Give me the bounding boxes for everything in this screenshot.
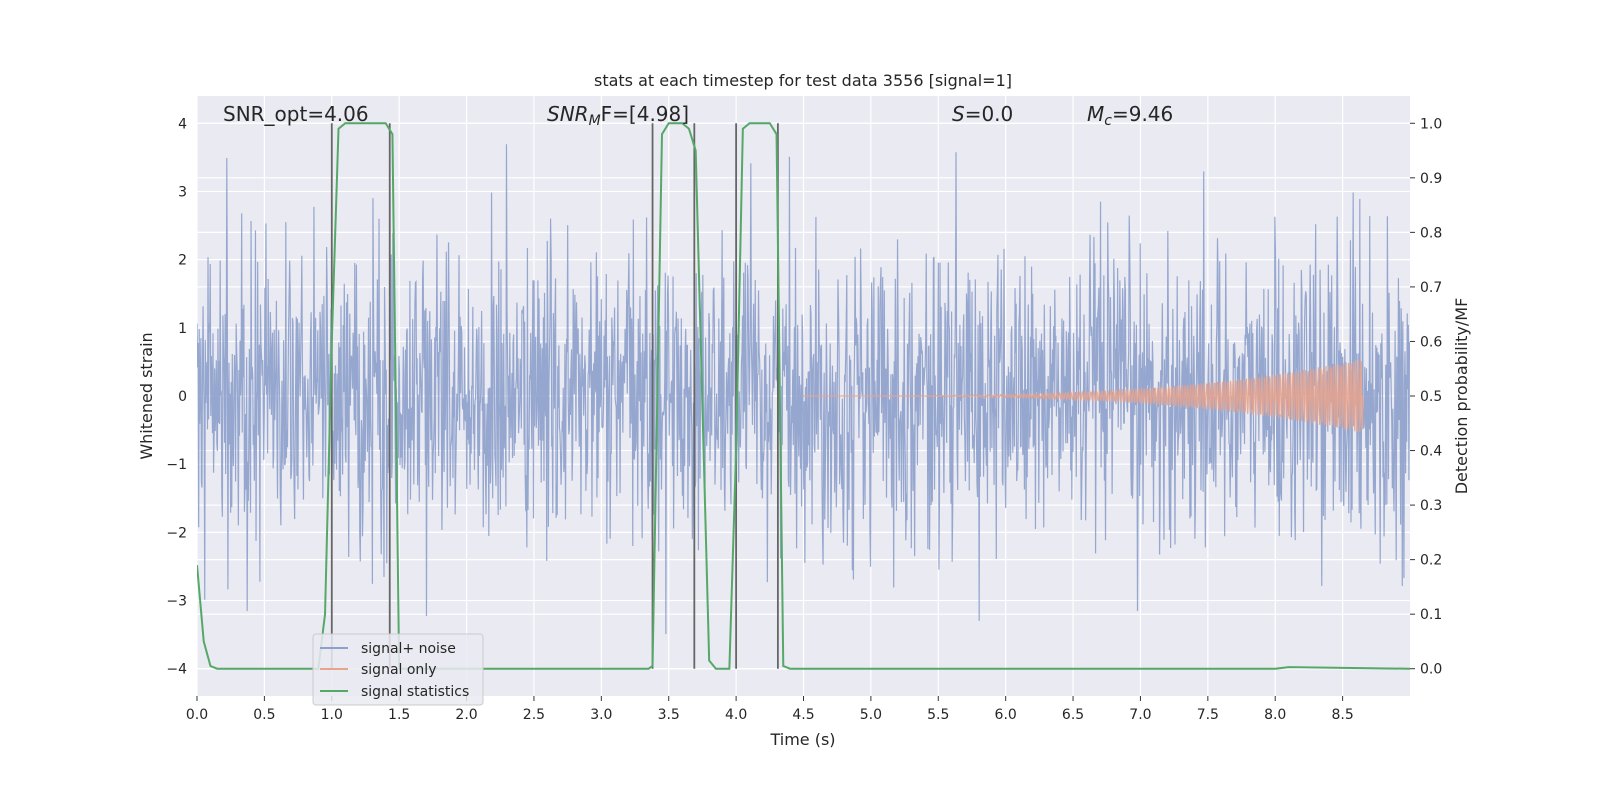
x-tick-label: 2.5 xyxy=(523,707,545,723)
y-axis-label: Whitened strain xyxy=(137,332,156,459)
series-signal-statistics xyxy=(197,122,1410,670)
annotation-s: S=0.0 xyxy=(952,102,1013,126)
vertical-markers xyxy=(330,123,779,669)
y2-tick-label: 0.0 xyxy=(1420,662,1442,678)
s-symbol: S xyxy=(952,102,965,126)
y2-axis-label: Detection probability/MF xyxy=(1452,298,1471,495)
annotation-snr-opt: SNR_opt=4.06 xyxy=(223,102,369,126)
x-tick-label: 7.0 xyxy=(1129,707,1151,723)
signal-only-line xyxy=(803,359,1364,433)
y-tick-label: −4 xyxy=(166,662,187,678)
legend-label-signal-statistics: signal statistics xyxy=(361,684,469,700)
mc-symbol: M xyxy=(1087,102,1104,126)
y2-tick-label: 0.2 xyxy=(1420,553,1442,569)
x-axis-label: Time (s) xyxy=(769,730,835,749)
x-tick-label: 5.5 xyxy=(927,707,949,723)
y-tick-label: −3 xyxy=(166,594,187,610)
x-tick-label: 4.0 xyxy=(725,707,747,723)
series-signal-only xyxy=(803,359,1364,433)
x-tick-label: 6.5 xyxy=(1062,707,1084,723)
y-tick-label: −2 xyxy=(166,525,187,541)
x-tick-label: 0.5 xyxy=(253,707,275,723)
y-tick-label: −1 xyxy=(166,457,187,473)
x-tick-label: 8.0 xyxy=(1264,707,1286,723)
legend-box xyxy=(312,633,484,706)
legend: signal+ noise signal only signal statist… xyxy=(312,633,484,706)
x-tick-label: 0.0 xyxy=(186,707,208,723)
annotation-mc: Mc=9.46 xyxy=(1087,102,1173,129)
y2-tick-label: 1.0 xyxy=(1420,116,1442,132)
y2-tick-label: 0.3 xyxy=(1420,498,1442,514)
x-tick-label: 7.5 xyxy=(1197,707,1219,723)
y2-tick-label: 0.8 xyxy=(1420,225,1442,241)
x-axis-ticks: 0.0 0.5 1.0 1.5 2.0 2.5 3.0 3.5 4.0 4.5 5.0 5.5 6.0 6… xyxy=(186,696,1354,723)
y-tick-label: 3 xyxy=(178,184,187,200)
s-value: =0.0 xyxy=(965,102,1014,126)
mc-subscript: c xyxy=(1104,113,1112,129)
y2-tick-label: 0.6 xyxy=(1420,334,1442,350)
x-tick-label: 1.0 xyxy=(321,707,343,723)
x-tick-label: 6.0 xyxy=(995,707,1017,723)
x-tick-label: 4.5 xyxy=(792,707,814,723)
x-tick-label: 8.5 xyxy=(1331,707,1353,723)
y2-tick-label: 0.9 xyxy=(1420,171,1442,187)
y2-tick-label: 0.4 xyxy=(1420,444,1442,460)
x-tick-label: 3.5 xyxy=(658,707,680,723)
x-tick-label: 3.0 xyxy=(590,707,612,723)
y-tick-label: 2 xyxy=(178,253,187,269)
x-tick-label: 5.0 xyxy=(860,707,882,723)
y2-axis-ticks: 0.0 0.1 0.2 0.3 0.4 0.5 0.6 0.7 0.8 0.9 1.0 xyxy=(1410,116,1442,678)
mc-value: =9.46 xyxy=(1112,102,1173,126)
y-tick-label: 1 xyxy=(178,321,187,337)
y-tick-label: 4 xyxy=(178,116,187,132)
x-tick-label: 2.0 xyxy=(455,707,477,723)
snr-mf-sub: M xyxy=(589,113,601,129)
x-tick-label: 1.5 xyxy=(388,707,410,723)
y2-tick-label: 0.5 xyxy=(1420,389,1442,405)
y2-tick-label: 0.1 xyxy=(1420,607,1442,623)
snr-mf-base: SNR xyxy=(547,102,589,126)
signal-statistics-line xyxy=(197,122,1410,670)
legend-label-signal-noise: signal+ noise xyxy=(361,641,456,657)
y-tick-label: 0 xyxy=(178,389,187,405)
y-axis-ticks: −4 −3 −2 −1 0 1 2 3 4 xyxy=(166,116,187,677)
annotation-snr-mf: SNRMF=[4.98] xyxy=(547,102,689,129)
y2-tick-label: 0.7 xyxy=(1420,280,1442,296)
snr-mf-rest: F=[4.98] xyxy=(601,102,689,126)
chart-title: stats at each timestep for test data 355… xyxy=(594,71,1012,90)
legend-label-signal-only: signal only xyxy=(361,662,436,678)
